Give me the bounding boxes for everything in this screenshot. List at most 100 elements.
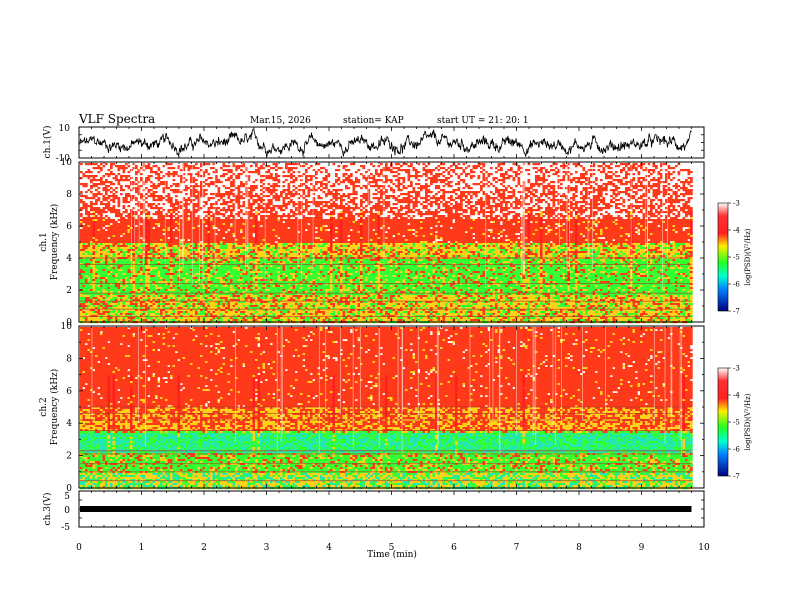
spectrogram-cell <box>107 265 111 268</box>
spectrogram-cell <box>202 241 206 244</box>
spectrogram-cell <box>105 205 108 208</box>
spectrogram-cell <box>205 287 208 290</box>
spectrogram-cell <box>125 175 128 178</box>
spectrogram-cell <box>167 299 171 302</box>
spectrogram-cell <box>117 183 121 186</box>
spectrogram-cell <box>237 207 241 210</box>
spectrogram-cell <box>227 255 231 258</box>
spectrogram-cell <box>165 283 168 286</box>
spectrogram-cell <box>195 299 198 302</box>
spectrogram-cell <box>152 171 156 174</box>
spectrogram-cell <box>222 247 226 250</box>
spectrogram-cell <box>90 265 93 268</box>
spectrogram-cell <box>142 295 146 298</box>
spectrogram-cell <box>152 289 156 292</box>
spectrogram-cell <box>132 253 136 256</box>
spectrogram-cell <box>137 281 141 284</box>
spectrogram-cell <box>230 277 233 280</box>
spectrogram-cell <box>245 243 248 246</box>
spectrogram-cell <box>102 249 106 252</box>
spectrogram-cell <box>117 311 121 314</box>
spectrogram-cell <box>127 217 131 220</box>
spectrogram-cell <box>260 185 263 188</box>
spectrogram-cell <box>237 247 241 250</box>
spectrogram-cell <box>220 233 223 236</box>
spectrogram-cell <box>112 273 116 276</box>
spectrogram-cell <box>192 167 196 170</box>
spectrogram-cell <box>170 311 173 314</box>
spectrogram-cell <box>237 303 241 306</box>
spectrogram-cell <box>132 305 136 308</box>
spectrogram-cell <box>130 293 133 296</box>
spectrogram-cell <box>157 313 161 316</box>
spectrogram-cell <box>242 311 246 314</box>
spectrogram-cell <box>110 181 113 184</box>
spectrogram-cell <box>137 307 141 310</box>
spectrogram-cell <box>237 245 241 248</box>
spectrogram-cell <box>200 265 203 268</box>
spectrogram-cell <box>165 225 168 228</box>
spectrogram-cell <box>82 261 86 264</box>
spectrogram-cell <box>232 193 236 196</box>
spectrogram-cell <box>187 233 191 236</box>
spectrogram-cell <box>232 287 236 290</box>
spectrogram-cell <box>90 205 93 208</box>
spectrogram-cell <box>157 239 161 242</box>
spectrogram-cell <box>207 213 211 216</box>
spectrogram-cell <box>147 165 151 168</box>
spectrogram-cell <box>95 293 98 296</box>
spectrogram-cell <box>220 251 223 254</box>
spectrogram-cell <box>172 319 176 322</box>
spectrogram-cell <box>170 163 173 166</box>
spectrogram-cell <box>205 179 208 182</box>
spectrogram-cell <box>152 191 156 194</box>
spectrogram-cell <box>122 299 126 302</box>
spectrogram-cell <box>167 253 171 256</box>
spectrogram-cell <box>197 197 201 200</box>
spectrogram-cell <box>155 293 158 296</box>
spectrogram-cell <box>170 189 173 192</box>
spectrogram-cell <box>80 239 83 242</box>
spectrogram-cell <box>167 175 171 178</box>
spectrogram-cell <box>227 279 231 282</box>
spectrogram-cell <box>230 311 233 314</box>
spectrogram-cell <box>130 311 133 314</box>
spectrogram-cell <box>95 163 98 166</box>
spectrogram-cell <box>180 181 183 184</box>
spectrogram-cell <box>87 211 91 214</box>
spectrogram-cell <box>165 267 168 270</box>
spectrogram-cell <box>185 217 188 220</box>
spectrogram-cell <box>240 243 243 246</box>
spectrogram-cell <box>265 239 268 242</box>
spectrogram-cell <box>200 233 203 236</box>
spectrogram-cell <box>117 295 121 298</box>
spectrogram-cell <box>102 275 106 278</box>
spectrogram-cell <box>247 247 251 250</box>
spectrogram-cell <box>160 247 163 250</box>
spectrogram-cell <box>205 285 208 288</box>
spectrogram-cell <box>205 249 208 252</box>
spectrogram-cell <box>135 223 138 226</box>
spectrogram-cell <box>100 277 103 280</box>
spectrogram-cell <box>217 207 221 210</box>
spectrogram-cell <box>240 317 243 320</box>
spectrogram-cell <box>87 293 91 296</box>
spectrogram-cell <box>145 181 148 184</box>
spectrogram-cell <box>187 277 191 280</box>
spectrogram-cell <box>247 231 251 234</box>
spectrogram-cell <box>120 283 123 286</box>
spectrogram-cell <box>257 303 261 306</box>
spectrogram-cell <box>252 287 256 290</box>
spectrogram-cell <box>120 223 123 226</box>
spectrogram-cell <box>247 265 251 268</box>
spectrogram-cell <box>185 187 188 190</box>
spectrogram-cell <box>222 215 226 218</box>
spectrogram-cell <box>175 253 178 256</box>
spectrogram-cell <box>235 167 238 170</box>
spectrogram-cell <box>227 275 231 278</box>
spectrogram-cell <box>200 293 203 296</box>
spectrogram-cell <box>145 301 148 304</box>
spectrogram-cell <box>197 173 201 176</box>
spectrogram-cell <box>262 295 266 298</box>
spectrogram-cell <box>197 269 201 272</box>
